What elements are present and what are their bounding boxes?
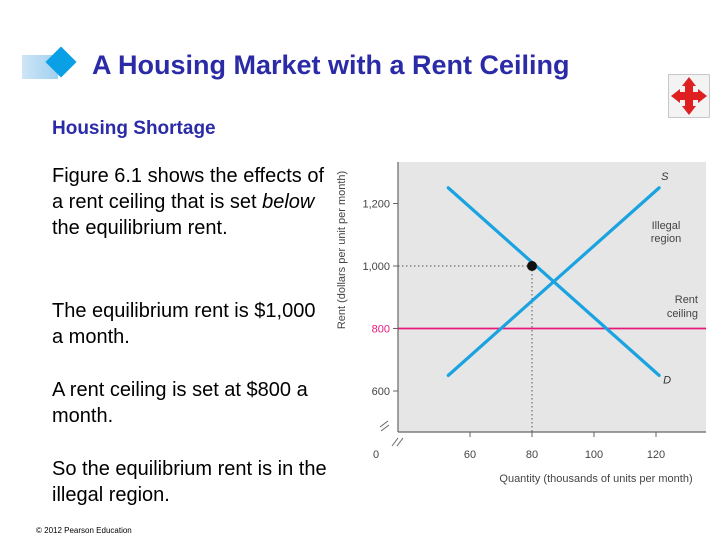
paragraph-2: The equilibrium rent is $1,000 a month.	[52, 300, 316, 348]
paragraph-4: So the equilibrium rent is in the illega…	[52, 458, 327, 506]
y-axis-break-mark	[379, 420, 390, 432]
chart-labels: 600 800 1,000 1,200 0 60 80 100 120 S D Illegalregi…	[336, 171, 698, 485]
illegal-region-label: Illegal	[652, 220, 681, 232]
paragraph-3: A rent ceiling is set at $800 a month.	[52, 379, 308, 427]
chart-axes	[379, 162, 706, 447]
x-axis-title: Quantity (thousands of units per month)	[499, 473, 692, 485]
demand-curve	[446, 186, 661, 377]
x-tick-label: 80	[526, 449, 538, 461]
y-tick-label: 1,200	[362, 199, 390, 211]
demand-label: D	[663, 374, 671, 386]
x-tick-label: 120	[647, 449, 665, 461]
rent-ceiling-label: ceiling	[667, 308, 698, 320]
y-tick-label: 600	[372, 386, 390, 398]
copyright-footer: © 2012 Pearson Education	[36, 526, 132, 535]
y-tick-label: 800	[372, 324, 390, 336]
x-axis-break-mark	[391, 437, 404, 447]
x-tick-label: 0	[373, 449, 379, 461]
paragraph-1: Figure 6.1 shows the effects of a rent c…	[52, 165, 325, 239]
y-tick-label: 1,000	[362, 261, 390, 273]
y-axis-title: Rent (dollars per unit per month)	[336, 171, 348, 329]
slide-title: A Housing Market with a Rent Ceiling	[92, 50, 570, 80]
x-tick-label: 100	[585, 449, 603, 461]
four-way-arrow-icon[interactable]	[668, 74, 710, 118]
equilibrium-point	[527, 261, 537, 271]
chart-lines	[398, 186, 706, 432]
illegal-region-label: region	[651, 233, 682, 245]
supply-label: S	[661, 171, 669, 183]
rent-ceiling-label: Rent	[675, 294, 698, 306]
x-tick-label: 60	[464, 449, 476, 461]
slide-subtitle: Housing Shortage	[52, 118, 216, 139]
plot-area	[398, 162, 706, 432]
